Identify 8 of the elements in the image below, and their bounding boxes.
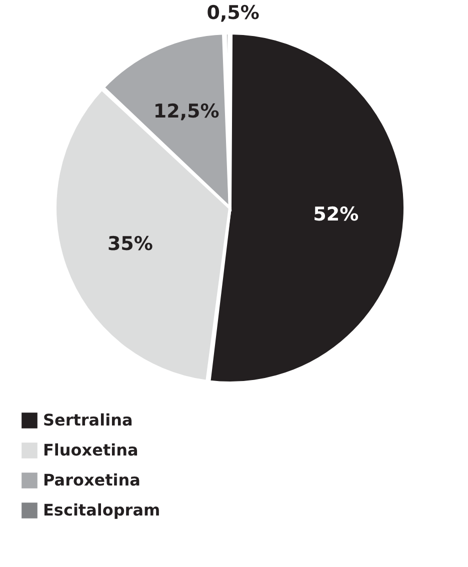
legend-label: Paroxetina [43,470,140,490]
data-label: 35% [107,232,153,255]
legend-label: Escitalopram [43,500,160,520]
data-label: 12,5% [153,100,220,122]
legend-label: Sertralina [43,410,133,430]
data-label: 52% [313,204,359,226]
legend-label: Fluoxetina [43,440,138,460]
data-label: 0,5% [206,2,260,24]
